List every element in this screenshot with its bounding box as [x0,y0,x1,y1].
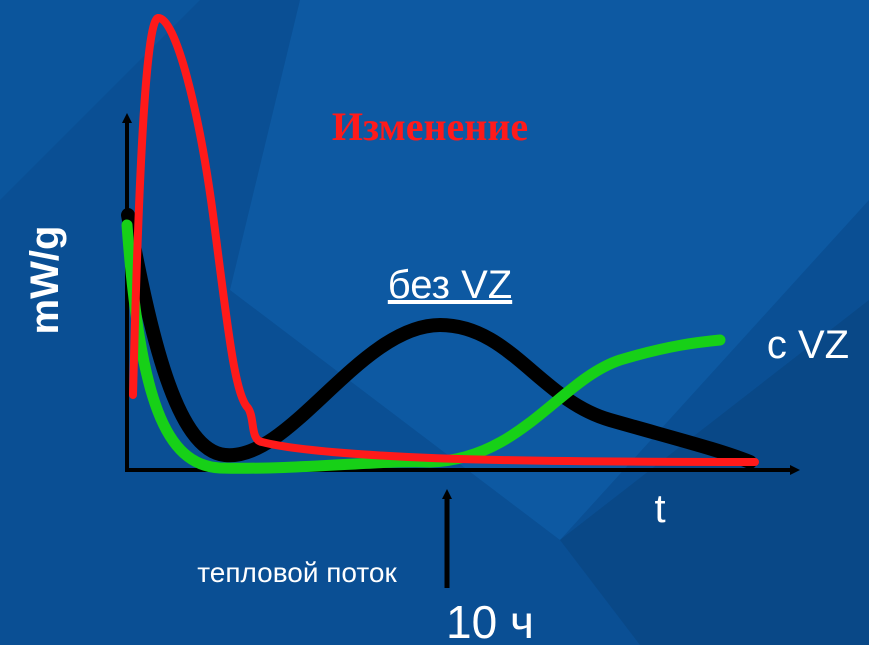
marker-label: тепловой поток [197,557,397,588]
title: Изменение [332,104,528,149]
marker-time: 10 ч [446,596,534,645]
y-axis-label: mW/g [23,226,67,335]
bg-shape [230,0,869,540]
curve-without-vz [121,208,757,469]
label-without-vz: без VZ [388,263,512,307]
label-with-vz: c VZ [767,323,849,367]
x-axis-label: t [654,487,665,531]
bg-shape [560,300,869,645]
curve-with-vz [121,219,726,474]
curve-change [129,14,759,466]
